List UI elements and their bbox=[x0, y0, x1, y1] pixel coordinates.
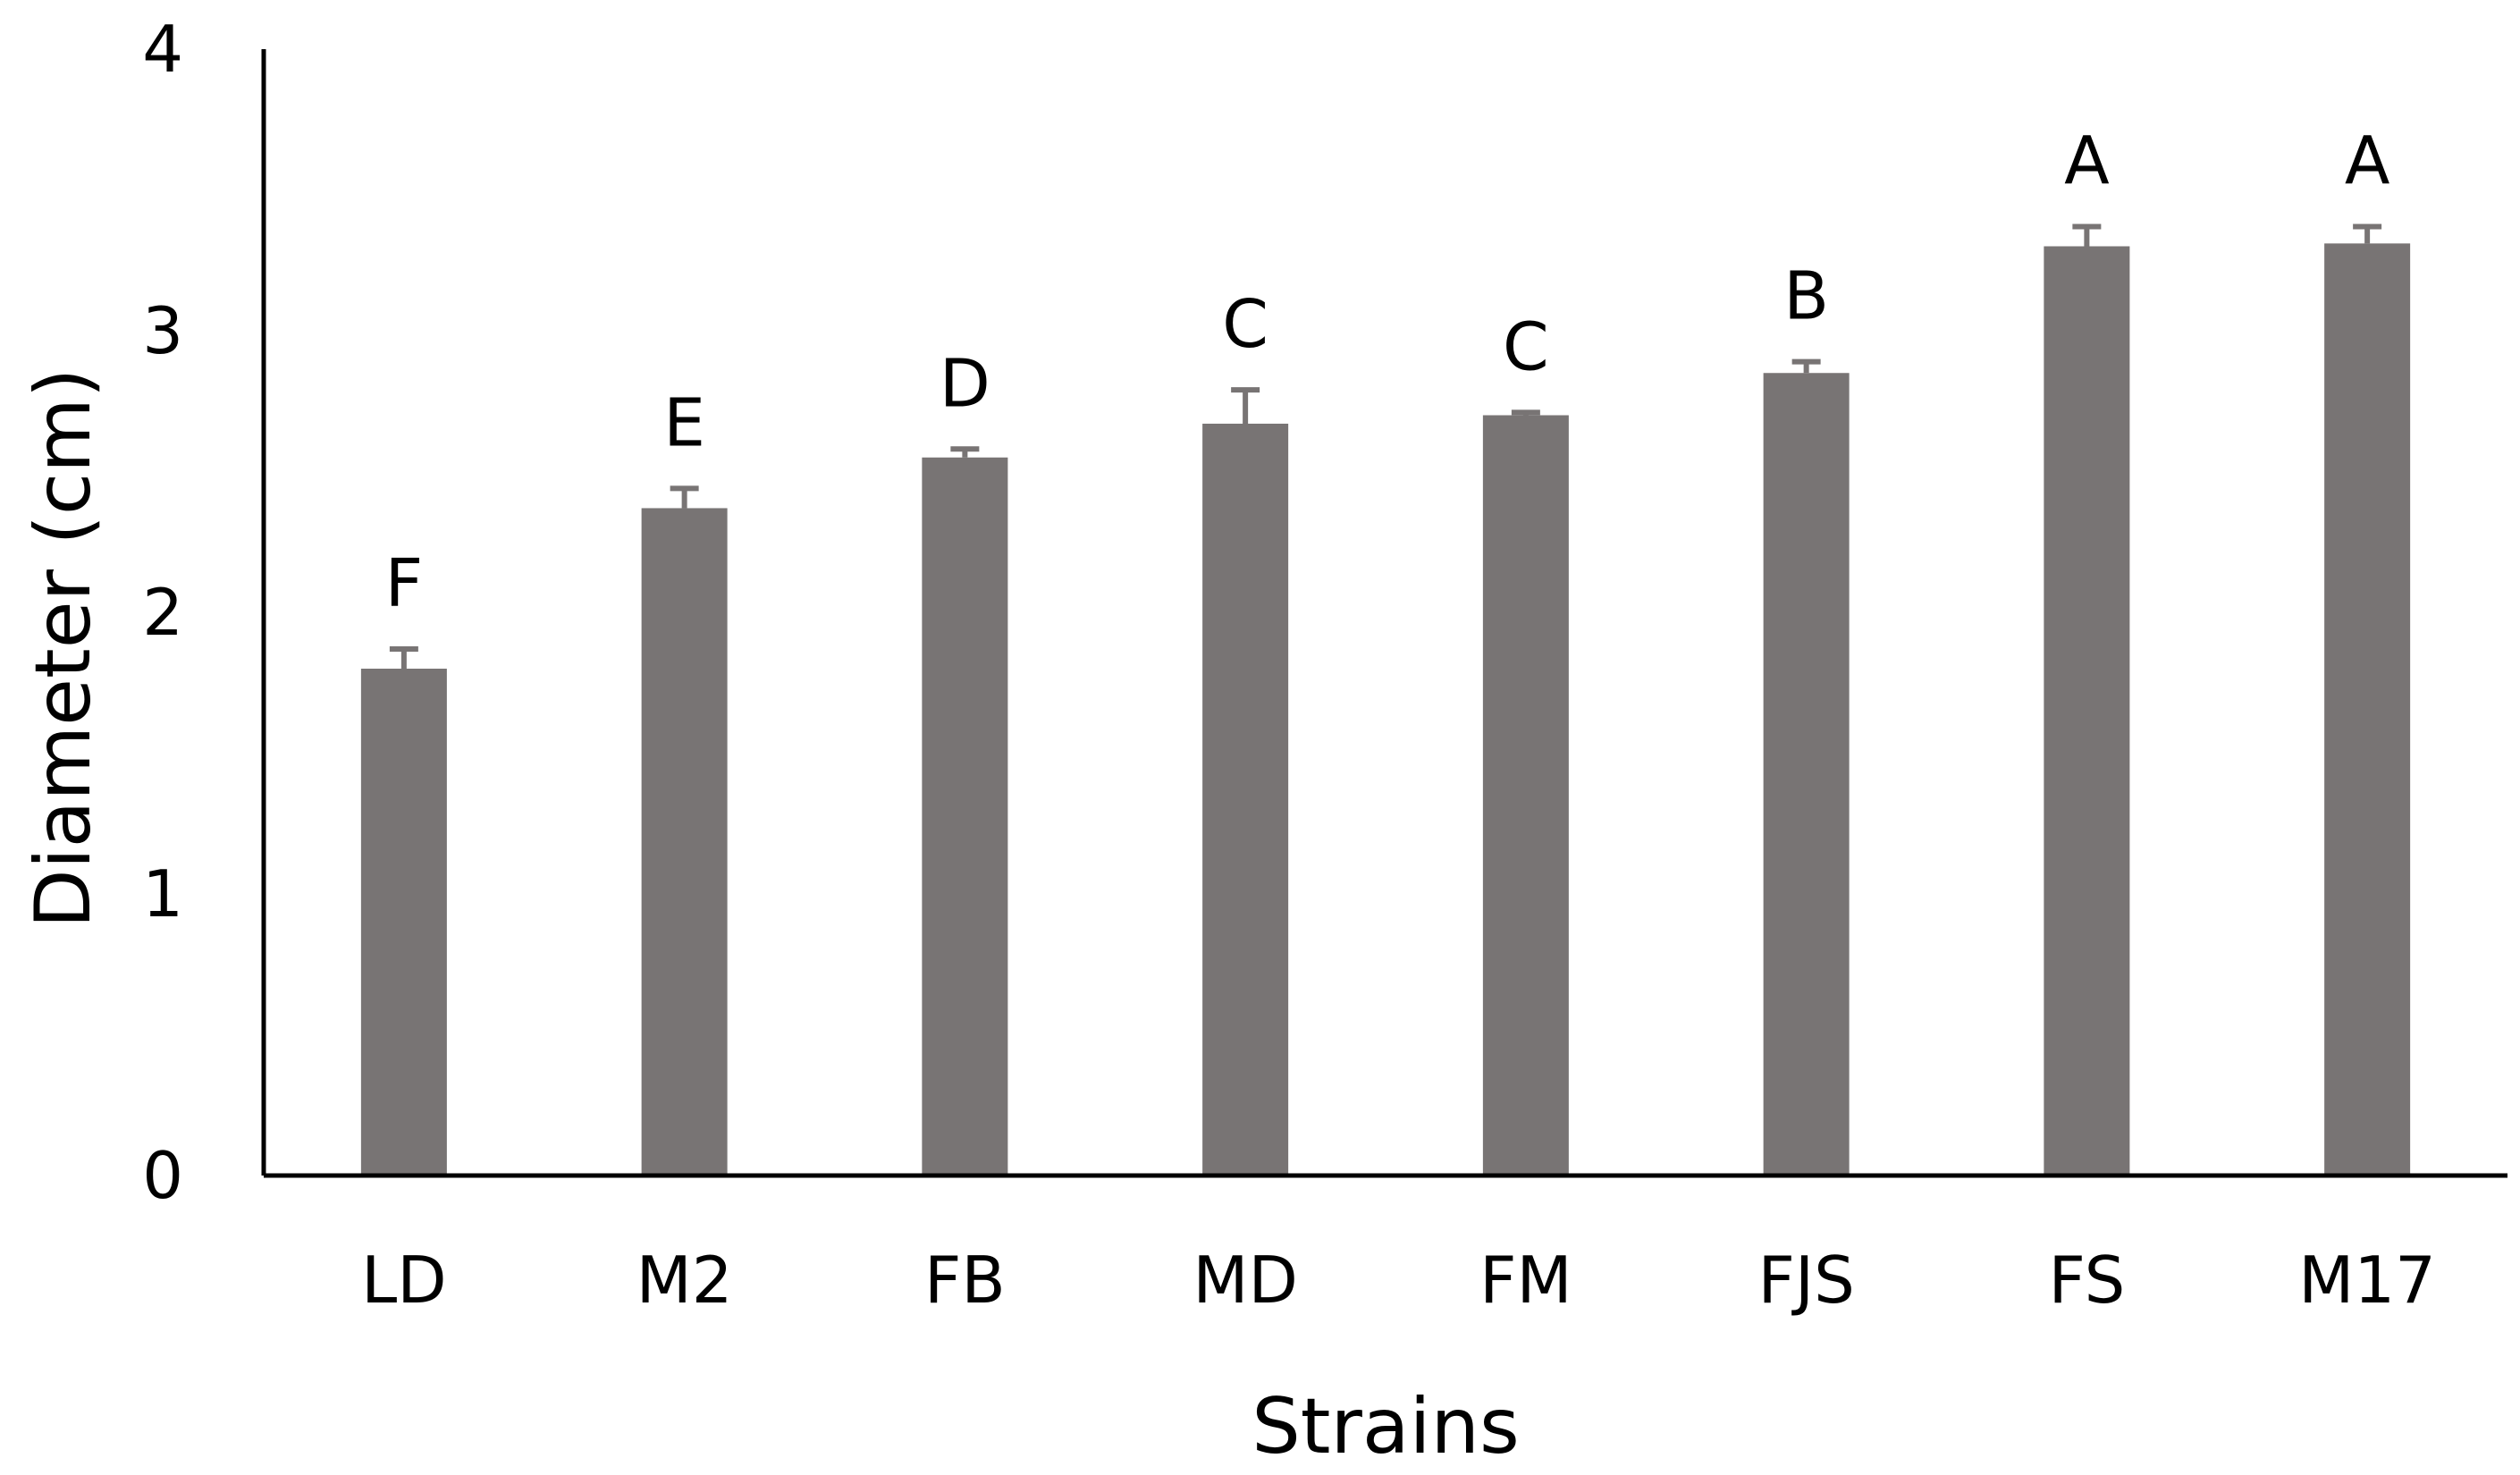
axes-layer bbox=[261, 49, 2507, 1178]
bar-md bbox=[1202, 423, 1289, 1176]
y-tick-label-0: 0 bbox=[142, 1138, 183, 1213]
error-bar-fjs bbox=[1791, 358, 1821, 374]
significance-label-md: C bbox=[1222, 286, 1268, 363]
bar-ld bbox=[360, 669, 447, 1176]
bar-fb bbox=[922, 457, 1008, 1176]
y-tick-label-2: 2 bbox=[142, 575, 183, 650]
x-tick-label-fm: FM bbox=[1479, 1243, 1572, 1318]
error-bar-fb bbox=[950, 446, 980, 458]
bars-layer bbox=[360, 243, 2411, 1176]
significance-label-ld: F bbox=[385, 545, 424, 622]
x-axis-title: Strains bbox=[1252, 1382, 1520, 1471]
x-tick-labels: LD M2 FB MD FM FJS FS M17 bbox=[361, 1243, 2436, 1318]
x-tick-label-m17: M17 bbox=[2298, 1243, 2436, 1318]
significance-label-fb: D bbox=[940, 345, 990, 422]
y-tick-label-1: 1 bbox=[142, 856, 183, 931]
x-tick-label-fb: FB bbox=[924, 1243, 1006, 1318]
x-tick-label-fjs: FJS bbox=[1757, 1243, 1854, 1318]
error-bar-m17 bbox=[2353, 223, 2382, 244]
error-bar-m2 bbox=[670, 485, 699, 509]
significance-label-fjs: B bbox=[1783, 258, 1829, 335]
significance-label-fs: A bbox=[2064, 122, 2110, 199]
error-bar-md bbox=[1231, 387, 1260, 424]
x-tick-label-m2: M2 bbox=[636, 1243, 733, 1318]
significance-label-m17: A bbox=[2345, 122, 2390, 199]
error-bar-ld bbox=[389, 645, 418, 669]
bar-fjs bbox=[1763, 373, 1850, 1176]
significance-label-m2: E bbox=[663, 384, 705, 461]
y-tick-label-3: 3 bbox=[142, 293, 183, 368]
x-tick-label-fs: FS bbox=[2048, 1243, 2125, 1318]
y-tick-labels: 0 1 2 3 4 bbox=[142, 12, 183, 1213]
bar-fm bbox=[1482, 415, 1569, 1176]
error-bars-layer bbox=[389, 223, 2382, 669]
y-axis-title: Diameter (cm) bbox=[19, 368, 108, 929]
error-bar-fm bbox=[1511, 409, 1540, 416]
x-tick-label-md: MD bbox=[1193, 1243, 1298, 1318]
significance-label-fm: C bbox=[1503, 308, 1549, 385]
error-bar-fs bbox=[2072, 223, 2102, 247]
y-tick-label-4: 4 bbox=[142, 12, 183, 87]
bar-m2 bbox=[641, 508, 728, 1176]
significance-labels: F E D C C B A A bbox=[385, 122, 2390, 622]
bar-m17 bbox=[2324, 243, 2411, 1176]
bar-fs bbox=[2044, 246, 2130, 1176]
x-tick-label-ld: LD bbox=[361, 1243, 447, 1318]
